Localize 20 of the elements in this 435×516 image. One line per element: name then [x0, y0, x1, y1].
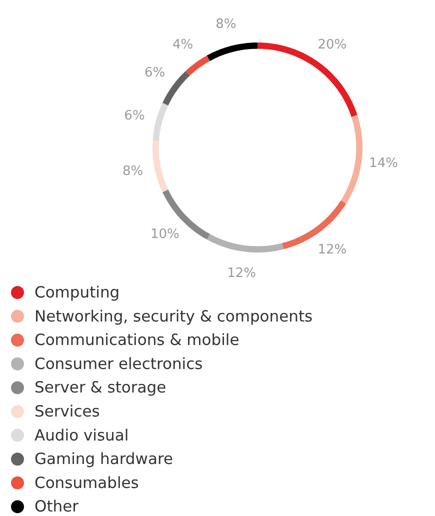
data-label: 8%	[122, 164, 144, 179]
data-label: 10%	[150, 226, 180, 242]
data-label: 4%	[172, 37, 194, 52]
legend-label: Services	[34, 402, 100, 420]
data-label: 8%	[216, 16, 236, 32]
legend-label: Audio visual	[34, 426, 129, 444]
legend-label: Consumables	[34, 474, 139, 492]
legend-label: Gaming hardware	[34, 450, 174, 468]
data-label: 6%	[124, 108, 145, 124]
data-label: 12%	[318, 242, 347, 258]
legend-label: Communications & mobile	[34, 331, 240, 350]
legend-label: Server & storage	[34, 378, 166, 397]
data-label: 12%	[227, 266, 256, 281]
data-label: 6%	[144, 65, 166, 80]
data-label: 20%	[318, 37, 347, 52]
legend-label: Networking, security & components	[34, 307, 313, 326]
legend-label: Other	[34, 498, 80, 516]
data-label: 14%	[369, 156, 398, 171]
legend-label: Consumer electronics	[34, 354, 203, 373]
legend-label: Computing	[34, 284, 120, 302]
